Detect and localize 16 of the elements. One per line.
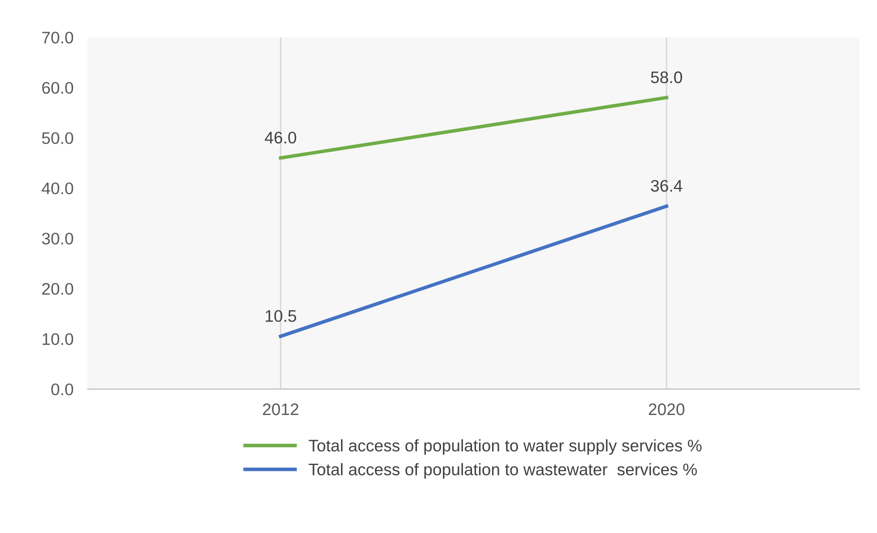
legend-label: Total access of population to water supply services %: [308, 439, 702, 455]
y-tick-label: 30.0: [42, 232, 74, 245]
y-tick-label: 20.0: [42, 282, 74, 295]
y-tick-label: 0.0: [51, 383, 74, 396]
y-tick-label: 40.0: [42, 182, 74, 194]
y-tick-label: 10.0: [42, 333, 74, 346]
data-label: 10.5: [266, 310, 296, 322]
y-tick-label: 70.0: [42, 32, 74, 44]
data-label: 46.0: [264, 132, 296, 144]
data-label: 36.4: [650, 180, 682, 192]
x-tick-label: 2020: [648, 403, 684, 416]
y-tick-label: 60.0: [42, 82, 74, 94]
y-tick-label: 50.0: [42, 132, 74, 144]
x-tick-label: 2012: [262, 403, 298, 416]
data-label: 58.0: [650, 71, 682, 84]
legend-label: Total access of population to wastewater services %: [308, 463, 697, 479]
